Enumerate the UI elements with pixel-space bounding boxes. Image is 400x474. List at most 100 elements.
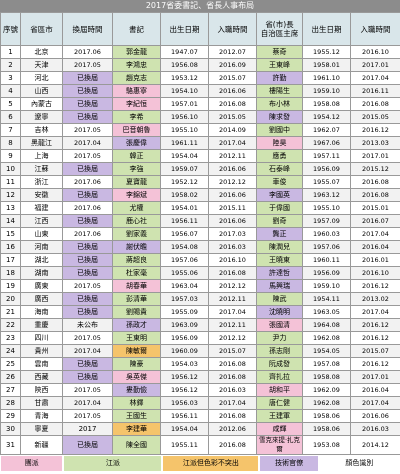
row: 23 四川 2017.05 王東明 1956.09 2012.12 尹力 1962.08 201… (0, 331, 400, 345)
cell: 1957.11 (302, 149, 351, 163)
cell: 1958.02 (160, 188, 209, 202)
cell: 湖南 (20, 266, 63, 280)
cell: 王東峰 (256, 58, 303, 72)
cell: 2017.05 (62, 58, 113, 72)
cell: 2017.05 (62, 331, 113, 345)
cell: 1967.06 (302, 136, 351, 150)
row: 6 遼寧 已換屆 李希 1956.10 2015.05 陳求發 1954.12 2015.05 (0, 110, 400, 124)
cell: 許達哲 (256, 266, 303, 280)
cell: 2017.04 (350, 71, 400, 85)
cell: 2012.11 (208, 318, 257, 332)
cell: 1964.08 (302, 318, 351, 332)
cell: 未公布 (62, 318, 113, 332)
cell: 唐仁健 (256, 396, 303, 410)
row: 20 廣西 已換屆 彭清華 1957.03 2012.11 陳武 1954.11 2013.02 (0, 292, 400, 306)
cell: 新疆 (20, 435, 63, 455)
cell: 1962.08 (302, 331, 351, 345)
cell: 1956.12 (160, 370, 209, 384)
cell: 16 (0, 240, 21, 254)
cell: 2017.06 (62, 201, 113, 215)
legend-item: 團派 (0, 455, 64, 472)
header-cell: 出生日期 (160, 12, 209, 46)
cell: 2012.06 (208, 422, 257, 436)
cell: 李強 (112, 162, 161, 176)
cell: 2017.05 (62, 279, 113, 293)
cell: 30 (0, 422, 21, 436)
cell: 湖北 (20, 253, 63, 267)
header-cell: 入職時間 (350, 12, 400, 46)
cell: 2015.07 (208, 71, 257, 85)
cell: 河北 (20, 71, 63, 85)
cell: 1958.08 (302, 370, 351, 384)
cell: 陸昊 (256, 136, 303, 150)
cell: 15 (0, 227, 21, 241)
cell: 2015.05 (208, 110, 257, 124)
cell: 2015.07 (350, 344, 400, 358)
cell: 樓陽生 (256, 84, 303, 98)
cell: 1957.01 (160, 97, 209, 111)
cell: 2016.10 (350, 266, 400, 280)
cell: 李國英 (256, 188, 303, 202)
cell: 1954.04 (160, 422, 209, 436)
cell: 2016.12 (350, 123, 400, 137)
cell: 2017.05 (62, 409, 113, 423)
cell: 2015.11 (208, 201, 257, 215)
cell: 2017.06 (62, 227, 113, 241)
cell: 布小林 (256, 97, 303, 111)
cell: 1958.01 (302, 58, 351, 72)
cell: 2016.08 (350, 175, 400, 189)
cell: 陝西 (20, 383, 63, 397)
cell: 山西 (20, 84, 63, 98)
cell: 1963.09 (160, 318, 209, 332)
cell: 應勇 (256, 149, 303, 163)
cell: 3 (0, 71, 21, 85)
cell: 已換屆 (62, 305, 113, 319)
cell: 謝伏瞻 (112, 240, 161, 254)
cell: 2014.12 (350, 435, 400, 455)
cell: 北京 (20, 45, 63, 59)
cell: 已換屆 (62, 266, 113, 280)
cell: 2016.09 (208, 58, 257, 72)
cell: 2017 (62, 422, 113, 436)
cell: 西藏 (20, 370, 63, 384)
cell: 海南 (20, 305, 63, 319)
cell: 劉國中 (256, 123, 303, 137)
title: 2017省委書記、省長人事布局 (0, 0, 400, 12)
cell: 1955.12 (302, 45, 351, 59)
cell: 已換屆 (62, 435, 113, 455)
cell: 王東明 (112, 331, 161, 345)
cell: 上海 (20, 149, 63, 163)
cell: 重慶 (20, 318, 63, 332)
cell: 1962.09 (302, 383, 351, 397)
header-row: 序號 省區市 換屆時間 書記 出生日期 入職時間 省(市)長 自治區主席 出生日期 入職時間 (0, 12, 400, 46)
cell: 李紀恒 (112, 97, 161, 111)
cell: 郭金龍 (112, 45, 161, 59)
cell: 2013.02 (350, 292, 400, 306)
cell: 29 (0, 409, 21, 423)
cell: 已換屆 (62, 357, 113, 371)
cell: 1956.09 (302, 162, 351, 176)
cell: 2017.01 (350, 370, 400, 384)
cell: 28 (0, 396, 21, 410)
cell: 1960.11 (302, 253, 351, 267)
row: 15 山東 2017.06 劉家義 1956.07 2017.03 龔正 1960.03 201… (0, 227, 400, 241)
cell: 陳全國 (112, 435, 161, 455)
cell: 22 (0, 318, 21, 332)
cell: 夏寶龍 (112, 175, 161, 189)
cell: 6 (0, 110, 21, 124)
cell: 2017.03 (208, 227, 257, 241)
cell: 1959.10 (302, 279, 351, 293)
cell: 李錦斌 (112, 188, 161, 202)
row: 13 福建 2017.06 尤權 1954.01 2015.11 于偉國 1955.10 201… (0, 201, 400, 215)
cell: 1957.06 (302, 240, 351, 254)
legend-caption: 顏色識別 (318, 455, 400, 472)
cell: 20 (0, 292, 21, 306)
cell: 1 (0, 45, 21, 59)
cell: 內蒙古 (20, 97, 63, 111)
row: 17 湖北 已換屆 蔣超良 1957.06 2016.10 王曉東 1960.11 2016.0… (0, 253, 400, 267)
cell: 1959.07 (160, 162, 209, 176)
cell: 1956.08 (160, 58, 209, 72)
cell: 1954.04 (160, 149, 209, 163)
cell: 雲南 (20, 357, 63, 371)
cell: 1954.10 (160, 84, 209, 98)
